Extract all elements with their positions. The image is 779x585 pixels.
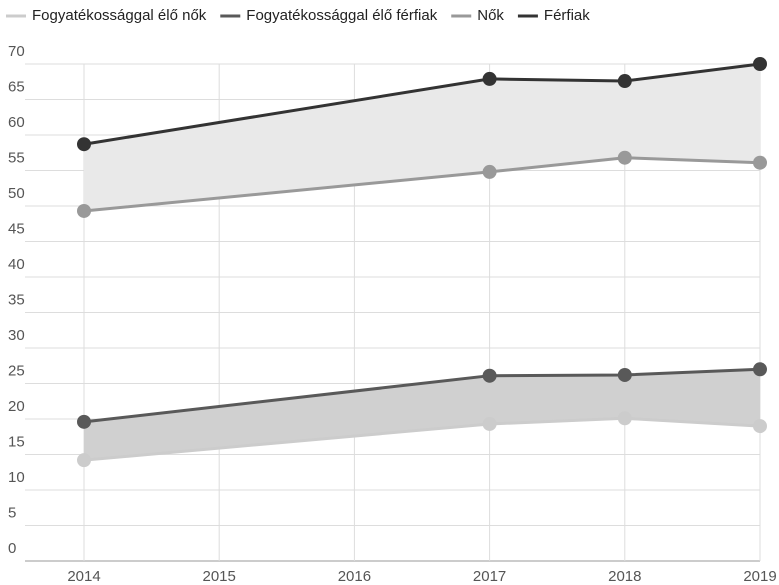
point (482, 416, 497, 431)
line (83, 62, 761, 146)
x-tick-label: 2015 (203, 568, 236, 585)
point (77, 203, 91, 218)
point (753, 362, 767, 377)
y-tick-label: 45 (8, 220, 25, 237)
point (482, 164, 497, 179)
point (753, 419, 767, 434)
legend-label: Fogyatékossággal élő nők (32, 7, 207, 24)
point (77, 414, 91, 429)
y-tick-label: 35 (8, 291, 25, 308)
x-tick-label: 2018 (608, 568, 641, 585)
area-band (84, 369, 760, 461)
x-tick-label: 2014 (67, 568, 100, 585)
y-tick-label: 5 (8, 504, 16, 521)
y-tick-label: 20 (8, 398, 25, 415)
y-tick-label: 65 (8, 78, 25, 95)
y-tick-label: 55 (8, 149, 25, 166)
line (83, 367, 761, 424)
legend-label: Nők (477, 7, 504, 24)
line (83, 156, 761, 213)
y-tick-label: 0 (8, 540, 16, 557)
legend-label: Férfiak (544, 7, 590, 24)
point (482, 368, 497, 383)
y-tick-label: 25 (8, 362, 25, 379)
point (617, 367, 632, 382)
point (753, 57, 767, 71)
y-tick-label: 40 (8, 256, 25, 273)
y-tick-label: 70 (8, 43, 25, 60)
point (753, 155, 767, 170)
y-tick-label: 50 (8, 185, 25, 202)
point (482, 71, 497, 86)
y-tick-label: 10 (8, 469, 25, 486)
point (617, 150, 632, 165)
y-tick-label: 60 (8, 114, 25, 131)
x-tick-label: 2016 (338, 568, 371, 585)
x-tick-label: 2017 (473, 568, 506, 585)
y-tick-label: 30 (8, 327, 25, 344)
point (617, 74, 632, 89)
area-band (84, 64, 760, 211)
point (77, 453, 91, 468)
y-tick-label: 15 (8, 433, 25, 450)
x-tick-label: 2019 (743, 568, 776, 585)
point (617, 411, 632, 426)
legend-label: Fogyatékossággal élő férfiak (246, 7, 437, 24)
line (83, 416, 761, 462)
point (77, 137, 91, 152)
